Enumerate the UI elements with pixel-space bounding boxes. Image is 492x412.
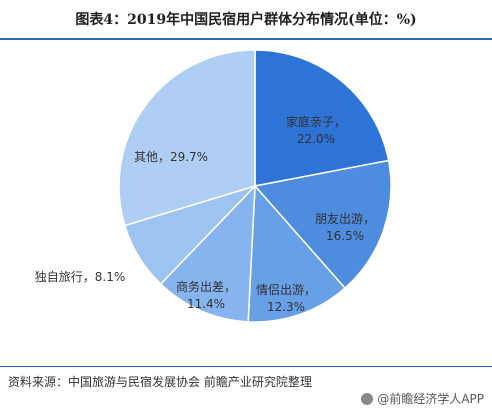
slice-label-solo: 独自旅行，8.1% bbox=[35, 270, 126, 284]
pie-slice-other bbox=[118, 49, 256, 227]
title-divider bbox=[0, 38, 492, 40]
pie-slice-business bbox=[159, 184, 256, 323]
brand-logo-icon bbox=[361, 392, 374, 405]
source-note: 资料来源：中国旅游与民宿发展协会 前瞻产业研究院整理 bbox=[8, 375, 312, 389]
slice-label-other: 其他，29.7% bbox=[134, 150, 208, 164]
brand-mark: @前瞻经济学人APP bbox=[361, 390, 484, 407]
footer-divider bbox=[0, 366, 492, 367]
chart-title: 图表4：2019年中国民宿用户群体分布情况(单位：%) bbox=[75, 12, 417, 28]
slice-label-family: 家庭亲子， 22.0% bbox=[286, 114, 346, 146]
pie-slice-couples bbox=[247, 184, 346, 323]
pie-slice-friends bbox=[253, 159, 392, 290]
slice-label-business: 商务出差， 11.4% bbox=[176, 279, 236, 311]
slice-label-couples: 情侣出游， 12.3% bbox=[256, 282, 316, 314]
pie-chart: 家庭亲子， 22.0% 朋友出游， 16.5% 情侣出游， 12.3% 商务出差， 11.4%… bbox=[35, 49, 392, 323]
pie-slice-family bbox=[254, 49, 390, 187]
slice-label-friends: 朋友出游， 16.5% bbox=[315, 212, 375, 243]
brand-text: @前瞻经济学人APP bbox=[377, 392, 484, 406]
